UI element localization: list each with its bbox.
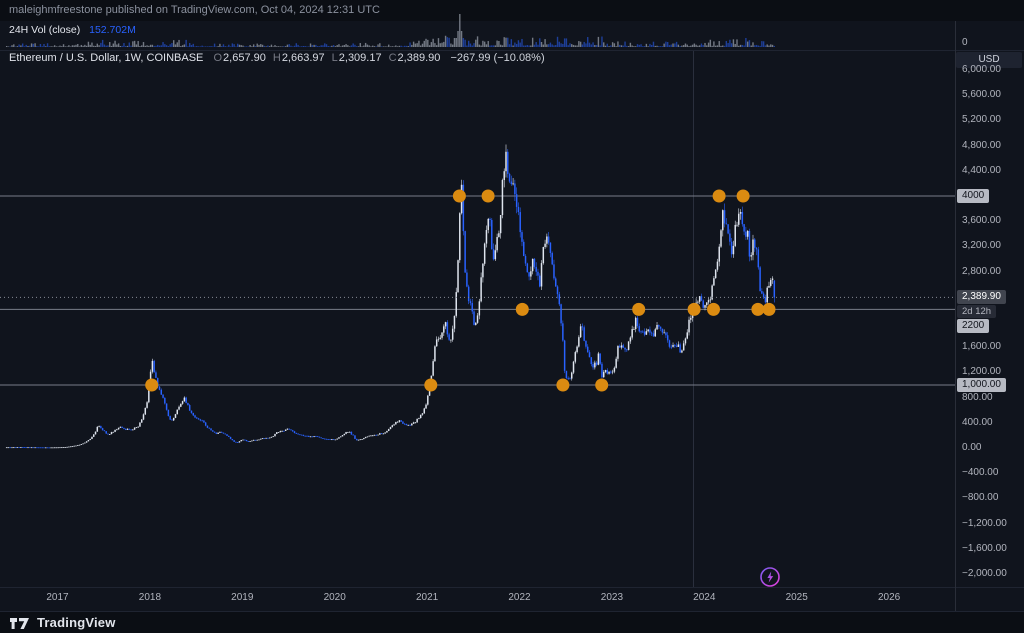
volume-zero-tick: 0 xyxy=(962,37,968,48)
year-label: 2021 xyxy=(415,592,439,603)
price-tick: −2,000.00 xyxy=(962,568,1007,579)
event-marker xyxy=(712,189,726,203)
volume-value: 152.702M xyxy=(89,24,136,36)
event-marker xyxy=(632,302,646,316)
current-price-badge: 2,389.90 xyxy=(957,290,1006,305)
event-marker xyxy=(481,189,495,203)
price-tick: 3,200.00 xyxy=(962,240,1001,252)
level-price-badge: 4000 xyxy=(957,189,990,203)
ohlc-value: 2,309.17 xyxy=(338,52,382,64)
publish-bar: maleighmfreestone published on TradingVi… xyxy=(0,0,1024,21)
time-axis[interactable]: 2017 2018 2019 2020 2021 2022 2023 2024 2025 2026 xyxy=(0,588,1024,612)
event-marker xyxy=(707,302,720,316)
magic-wand-icon[interactable] xyxy=(759,566,781,588)
ohlc-value: 2,663.97 xyxy=(281,52,325,64)
price-scale[interactable]: USD 0 6,000.00 5,600.00 5,200.00 4,800.00 4,4… xyxy=(955,0,1024,611)
event-marker xyxy=(556,378,570,392)
event-marker xyxy=(452,189,466,203)
price-tick: −400.00 xyxy=(962,467,999,479)
year-label: 2019 xyxy=(231,592,254,603)
price-tick: 6,000.00 xyxy=(962,64,1001,75)
bar-countdown-badge: 2d 12h xyxy=(957,305,997,319)
event-marker xyxy=(145,378,159,392)
ohlc-key: H xyxy=(272,52,281,64)
year-label: 2017 xyxy=(46,592,69,603)
year-label: 2026 xyxy=(877,592,901,603)
volume-label: 24H Vol (close) xyxy=(9,24,81,36)
event-marker xyxy=(515,302,529,316)
publish-text: maleighmfreestone published on TradingVi… xyxy=(9,4,380,16)
currency-button[interactable]: USD xyxy=(956,52,1022,68)
event-marker xyxy=(751,302,765,316)
symbol-legend[interactable]: Ethereum / U.S. Dollar, 1W, COINBASE O2,… xyxy=(9,52,545,65)
event-marker xyxy=(424,378,438,392)
price-tick: 800.00 xyxy=(962,391,993,403)
price-tick: 3,600.00 xyxy=(962,215,1001,227)
ohlc-key: C xyxy=(388,52,397,64)
event-marker xyxy=(687,302,701,316)
level-price-badge: 2200 xyxy=(957,319,990,334)
price-tick: 2,800.00 xyxy=(962,265,1001,277)
volume-legend: 24H Vol (close) 152.702M xyxy=(9,24,136,36)
ohlc-key: L xyxy=(331,52,338,64)
price-tick: 4,800.00 xyxy=(962,139,1001,151)
year-label: 2020 xyxy=(323,592,346,603)
event-marker xyxy=(595,378,609,392)
price-change: −267.99 (−10.08%) xyxy=(450,52,545,64)
event-marker xyxy=(736,189,750,203)
level-price-badge: 1,000.00 xyxy=(957,378,1006,392)
event-marker xyxy=(762,302,776,316)
price-tick: 4,400.00 xyxy=(962,164,1001,176)
price-tick: 5,600.00 xyxy=(962,89,1001,101)
price-tick: 1,600.00 xyxy=(962,341,1001,353)
price-tick: −1,600.00 xyxy=(962,542,1007,554)
ohlc-key: O xyxy=(213,52,223,64)
tradingview-wordmark[interactable]: TradingView xyxy=(37,615,116,630)
year-label: 2022 xyxy=(508,592,531,603)
ohlc-values: O2,657.90 H2,663.97 L2,309.17 C2,389.90 xyxy=(206,52,440,64)
year-label: 2025 xyxy=(785,592,808,603)
year-label: 2023 xyxy=(600,592,624,603)
year-label: 2024 xyxy=(693,592,716,603)
price-tick: −800.00 xyxy=(962,492,999,504)
tradingview-logo-icon[interactable] xyxy=(10,616,30,630)
price-tick: 400.00 xyxy=(962,416,993,428)
year-label: 2018 xyxy=(138,592,162,603)
price-tick: 5,200.00 xyxy=(962,114,1001,126)
symbol-title[interactable]: Ethereum / U.S. Dollar, 1W, COINBASE xyxy=(9,52,204,64)
ohlc-value: 2,657.90 xyxy=(223,52,266,64)
footer: TradingView xyxy=(0,611,1024,633)
price-tick: 1,200.00 xyxy=(962,366,1001,378)
price-tick: 0.00 xyxy=(962,442,982,453)
price-tick: −1,200.00 xyxy=(962,517,1007,529)
ohlc-value: 2,389.90 xyxy=(397,52,441,64)
